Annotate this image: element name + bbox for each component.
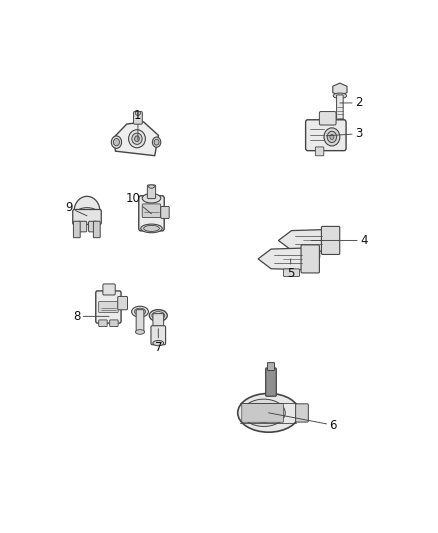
Text: 3: 3: [326, 127, 362, 140]
FancyBboxPatch shape: [142, 204, 161, 217]
FancyBboxPatch shape: [99, 320, 107, 327]
Ellipse shape: [142, 193, 161, 203]
FancyBboxPatch shape: [136, 310, 144, 333]
Ellipse shape: [148, 185, 155, 188]
Text: 4: 4: [311, 234, 367, 247]
Ellipse shape: [154, 139, 159, 145]
Text: 7: 7: [155, 329, 162, 353]
FancyBboxPatch shape: [73, 209, 101, 224]
Ellipse shape: [149, 310, 167, 321]
FancyBboxPatch shape: [283, 269, 300, 277]
FancyBboxPatch shape: [266, 368, 276, 396]
FancyBboxPatch shape: [319, 111, 336, 125]
Ellipse shape: [134, 308, 145, 315]
Ellipse shape: [129, 130, 145, 148]
FancyBboxPatch shape: [110, 320, 118, 327]
FancyBboxPatch shape: [74, 221, 80, 238]
Ellipse shape: [135, 111, 141, 115]
FancyBboxPatch shape: [93, 221, 100, 238]
FancyBboxPatch shape: [296, 404, 308, 422]
Polygon shape: [74, 196, 100, 211]
FancyBboxPatch shape: [304, 251, 320, 258]
FancyBboxPatch shape: [151, 326, 166, 345]
FancyBboxPatch shape: [315, 147, 324, 156]
FancyBboxPatch shape: [78, 221, 87, 232]
Ellipse shape: [135, 329, 145, 334]
Ellipse shape: [330, 134, 334, 140]
Ellipse shape: [78, 208, 96, 215]
Ellipse shape: [113, 139, 120, 146]
Polygon shape: [333, 83, 347, 96]
Ellipse shape: [141, 224, 162, 233]
Ellipse shape: [152, 312, 165, 319]
FancyBboxPatch shape: [306, 120, 346, 151]
FancyBboxPatch shape: [301, 245, 319, 273]
Ellipse shape: [243, 399, 285, 426]
FancyBboxPatch shape: [321, 227, 340, 254]
Polygon shape: [113, 122, 159, 156]
Ellipse shape: [250, 403, 278, 422]
Text: 6: 6: [268, 413, 337, 432]
FancyBboxPatch shape: [242, 403, 283, 422]
Polygon shape: [258, 248, 304, 270]
Ellipse shape: [327, 131, 336, 142]
Ellipse shape: [132, 306, 148, 317]
FancyBboxPatch shape: [99, 302, 118, 312]
Text: 8: 8: [73, 310, 109, 323]
Ellipse shape: [111, 136, 122, 148]
FancyBboxPatch shape: [88, 221, 97, 232]
FancyBboxPatch shape: [147, 185, 155, 199]
FancyBboxPatch shape: [103, 284, 115, 295]
Text: 10: 10: [125, 192, 152, 214]
Ellipse shape: [134, 136, 139, 142]
Polygon shape: [279, 230, 324, 251]
Text: 5: 5: [287, 259, 294, 280]
Text: 1: 1: [134, 109, 141, 140]
Ellipse shape: [132, 133, 142, 144]
Ellipse shape: [153, 341, 164, 346]
FancyBboxPatch shape: [268, 362, 275, 370]
FancyBboxPatch shape: [153, 313, 164, 328]
Text: 2: 2: [340, 96, 362, 109]
Ellipse shape: [333, 93, 346, 99]
FancyBboxPatch shape: [139, 196, 164, 231]
Ellipse shape: [152, 137, 161, 147]
Ellipse shape: [144, 225, 159, 231]
FancyBboxPatch shape: [336, 95, 343, 120]
Ellipse shape: [238, 393, 300, 432]
Ellipse shape: [324, 128, 340, 146]
FancyBboxPatch shape: [161, 206, 169, 219]
Text: 9: 9: [65, 201, 87, 216]
FancyBboxPatch shape: [96, 291, 121, 323]
FancyBboxPatch shape: [118, 296, 127, 310]
FancyBboxPatch shape: [134, 111, 142, 124]
